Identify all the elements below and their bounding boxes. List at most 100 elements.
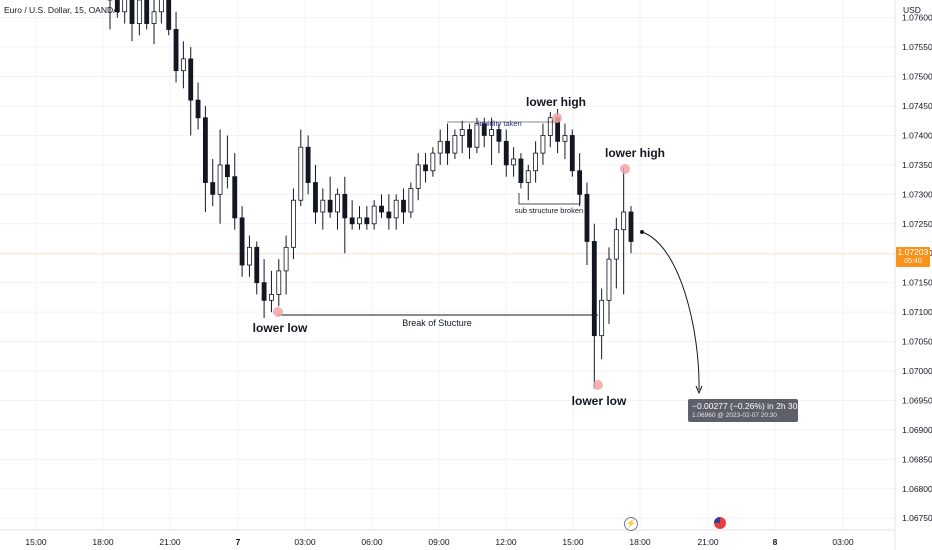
candle [298, 129, 304, 207]
candle-body-up [606, 258, 612, 301]
candle-body-down [628, 211, 634, 242]
candle [386, 194, 392, 230]
candle-body-up [291, 199, 296, 248]
lower-low-marker-1 [273, 307, 283, 317]
candle [569, 129, 575, 177]
candle-body-up [511, 158, 517, 166]
candle-body-down [577, 170, 583, 195]
candle [437, 129, 443, 165]
candle [107, 0, 113, 30]
last-price-value: 1.07203 [897, 247, 929, 257]
projection-start-dot [640, 230, 644, 234]
candle-body-down [342, 193, 348, 219]
candle-body-down [166, 0, 172, 30]
candle [217, 129, 223, 224]
x-tick-label: 09:00 [428, 537, 450, 547]
candle-body-down [254, 246, 260, 284]
candle [599, 288, 605, 360]
x-tick-label: 12:00 [495, 537, 517, 547]
candle [224, 135, 230, 189]
candle-body-up [533, 152, 539, 172]
candle-body-up [122, 0, 128, 13]
candle-body-up [335, 193, 340, 213]
candle-body-up [320, 199, 326, 213]
price-axis: 1.07600 1.07550 1.07500 1.07450 1.07400 1.073… [902, 13, 932, 524]
candle-body-up [180, 58, 186, 72]
candle [628, 206, 634, 254]
candle-body-up [452, 135, 458, 154]
lower-low-label-1: lower low [253, 321, 308, 335]
y-tick-label: 1.07400 [902, 130, 932, 140]
candle-body-up [430, 152, 436, 172]
last-price-tag: 1.07203 05:40 [896, 247, 930, 267]
candle [518, 153, 524, 189]
candle-body-up [525, 170, 531, 183]
candle [423, 153, 428, 183]
us-flag-icon[interactable] [714, 517, 726, 529]
y-tick-label: 1.07150 [902, 278, 932, 288]
candle [188, 47, 194, 136]
candle-body-down [481, 123, 487, 136]
candle [269, 270, 274, 313]
candle [261, 259, 267, 318]
candle [313, 164, 318, 224]
candle-body-up [562, 135, 568, 142]
y-tick-label: 1.06850 [902, 454, 932, 464]
projection-change: −0.00277 (−0.26%) in 2h 30m [692, 401, 805, 411]
y-tick-label: 1.07450 [902, 101, 932, 111]
candle-body-down [379, 205, 384, 213]
candle-body-down [518, 158, 524, 183]
candle-body-down [313, 182, 318, 213]
candle-body-down [584, 193, 590, 242]
candle [547, 111, 553, 148]
bos-label: Break of Stucture [402, 318, 472, 328]
candle-body-down [467, 129, 472, 148]
y-tick-label: 1.06900 [902, 425, 932, 435]
sub-structure-label: sub structure broken [515, 206, 583, 215]
y-tick-label: 1.07000 [902, 366, 932, 376]
candle-body-up [540, 135, 546, 154]
y-tick-label: 1.07250 [902, 219, 932, 229]
candle [180, 41, 186, 89]
y-tick-label: 1.06800 [902, 484, 932, 494]
candle-body-up [393, 199, 399, 219]
candle [584, 182, 590, 265]
lightning-icon[interactable]: ⚡ [624, 517, 638, 531]
candle [195, 82, 201, 130]
grid [0, 0, 895, 530]
candle [357, 206, 362, 230]
candle-body-up [247, 246, 252, 266]
projection-target: 1.06960 @ 2023-02-07 20:30 [692, 412, 778, 419]
candle [511, 147, 517, 177]
candle [496, 123, 502, 154]
candle-body-down [364, 217, 370, 225]
y-tick-label: 1.07300 [902, 189, 932, 199]
candle-body-down [114, 0, 120, 13]
x-tick-label: 18:00 [92, 537, 114, 547]
candle-body-down [195, 99, 201, 119]
candle-body-down [401, 199, 406, 213]
candle [606, 247, 612, 324]
x-tick-label: 18:00 [629, 537, 651, 547]
candle [276, 259, 282, 307]
candle-body-up [269, 294, 274, 301]
candle [503, 129, 509, 177]
x-tick-label: 06:00 [361, 537, 383, 547]
candle [489, 117, 494, 165]
candle-body-up [474, 123, 480, 148]
candle [239, 206, 245, 277]
candle-body-down [239, 217, 245, 266]
lower-high-label-1: lower high [526, 95, 586, 109]
candle-body-up [489, 129, 494, 136]
candle-body-down [210, 182, 216, 195]
candle [305, 135, 311, 195]
x-tick-label: 21:00 [159, 537, 181, 547]
candle [342, 176, 348, 254]
candle [129, 0, 135, 42]
candle [166, 0, 172, 36]
candle-body-down [188, 58, 194, 101]
projection-arrow-head [695, 385, 703, 395]
sub-structure-bracket [518, 193, 581, 205]
candle-body-up [217, 164, 223, 195]
candle [401, 188, 406, 224]
